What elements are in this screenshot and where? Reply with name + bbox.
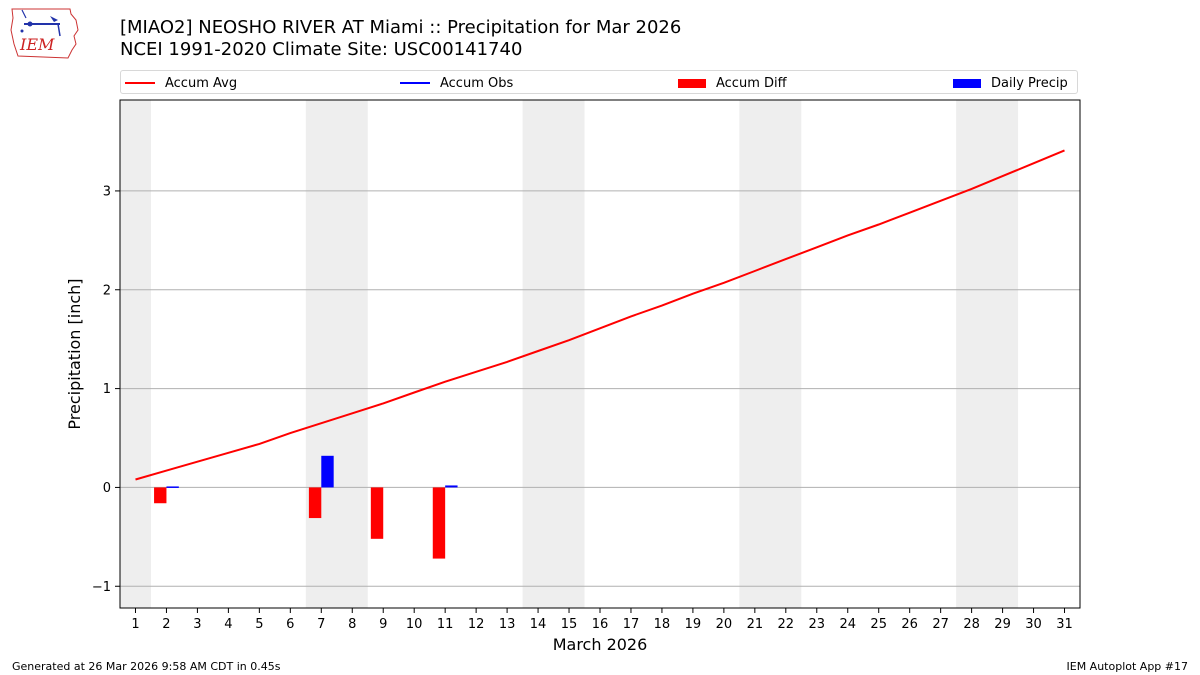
legend-swatch-accum-diff: [678, 78, 706, 88]
daily-precip-bar: [445, 485, 458, 488]
x-tick-label: 31: [1056, 617, 1073, 632]
accum-diff-bar: [308, 487, 322, 519]
x-tick-label: 28: [963, 617, 980, 632]
x-tick-label: 12: [468, 617, 485, 632]
x-tick-label: 25: [870, 617, 887, 632]
legend-label: Daily Precip: [991, 75, 1068, 91]
x-tick-label: 7: [317, 617, 325, 632]
daily-precip-bar: [166, 486, 179, 488]
weekend-band: [739, 100, 802, 608]
y-tick-label: 1: [103, 382, 111, 397]
weekend-band: [522, 100, 585, 608]
x-tick-label: 4: [224, 617, 232, 632]
x-tick-label: 14: [530, 617, 547, 632]
x-tick-label: 19: [685, 617, 702, 632]
x-tick-label: 13: [499, 617, 516, 632]
legend-label: Accum Diff: [716, 75, 787, 91]
legend-item-daily-precip: Daily Precip: [953, 74, 1068, 92]
x-tick-label: 23: [809, 617, 826, 632]
iem-logo: IEM: [10, 8, 79, 59]
x-tick-label: 8: [348, 617, 356, 632]
x-tick-label: 2: [162, 617, 170, 632]
chart-legend: Accum Avg Accum Obs Accum Diff Daily Pre…: [120, 70, 1078, 94]
chart-subtitle: NCEI 1991-2020 Climate Site: USC00141740: [120, 39, 523, 60]
x-tick-label: 9: [379, 617, 387, 632]
x-tick-label: 30: [1025, 617, 1042, 632]
y-tick-label: −1: [92, 580, 111, 595]
plot-frame: [119, 99, 1081, 609]
generated-note: Generated at 26 Mar 2026 9:58 AM CDT in …: [12, 660, 281, 673]
x-tick-label: 5: [255, 617, 263, 632]
chart-title: [MIAO2] NEOSHO RIVER AT Miami :: Precipi…: [120, 17, 682, 38]
daily-precip-bar: [321, 455, 334, 488]
weekend-band: [305, 100, 368, 608]
y-tick-label: 2: [103, 283, 111, 298]
legend-item-accum-diff: Accum Diff: [678, 74, 787, 92]
legend-label: Accum Obs: [440, 75, 514, 91]
x-tick-label: 6: [286, 617, 294, 632]
x-axis-label: March 2026: [553, 635, 648, 654]
x-tick-label: 1: [131, 617, 139, 632]
x-tick-label: 29: [994, 617, 1011, 632]
x-tick-label: 18: [654, 617, 671, 632]
legend-swatch-accum-obs: [400, 82, 430, 84]
logo-text: IEM: [19, 35, 55, 54]
legend-label: Accum Avg: [165, 75, 238, 91]
y-axis-label: Precipitation [inch]: [65, 278, 84, 429]
weekend-band: [956, 100, 1019, 608]
legend-swatch-daily-precip: [953, 78, 981, 88]
y-tick-label: 0: [103, 481, 111, 496]
legend-item-accum-obs: Accum Obs: [400, 74, 513, 92]
x-tick-label: 16: [592, 617, 609, 632]
x-tick-label: 11: [437, 617, 454, 632]
accum-diff-bar: [370, 487, 384, 539]
x-tick-label: 21: [747, 617, 764, 632]
accum-diff-bar: [432, 487, 446, 559]
x-tick-label: 22: [778, 617, 795, 632]
x-tick-label: 27: [932, 617, 949, 632]
x-tick-label: 15: [561, 617, 578, 632]
x-tick-label: 10: [406, 617, 423, 632]
app-credit: IEM Autoplot App #17: [1066, 660, 1189, 673]
accum-avg-line: [135, 149, 1065, 481]
legend-swatch-accum-avg: [125, 82, 155, 84]
accum-diff-bar: [154, 487, 167, 504]
x-tick-label: 24: [839, 617, 856, 632]
x-tick-label: 3: [193, 617, 201, 632]
x-tick-label: 20: [716, 617, 733, 632]
y-tick-label: 3: [103, 184, 111, 199]
legend-item-accum-avg: Accum Avg: [125, 74, 237, 92]
weekend-band: [120, 100, 151, 608]
x-tick-label: 17: [623, 617, 640, 632]
x-tick-label: 26: [901, 617, 918, 632]
